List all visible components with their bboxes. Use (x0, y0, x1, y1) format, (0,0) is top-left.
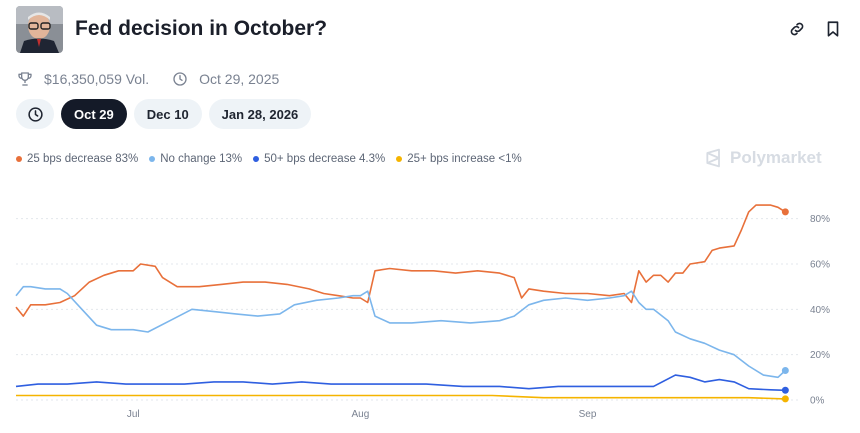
chart-series (15, 204, 789, 403)
legend-dot (396, 156, 403, 162)
date-tab-jan-28[interactable]: Jan 28, 2026 (208, 99, 312, 129)
bookmark-icon[interactable] (822, 18, 844, 40)
legend-label: No change 13% (160, 153, 243, 165)
link-icon[interactable] (786, 18, 808, 40)
legend-label: 50+ bps decrease 4.3% (264, 153, 386, 165)
date-tab-dec-10[interactable]: Dec 10 (133, 99, 202, 129)
legend-dot (253, 156, 260, 162)
y-tick-label: 60% (810, 260, 830, 271)
legend-item-50-bps-decrease: 50+ bps decrease 4.3% (253, 153, 385, 165)
series-line-50-bps-decrease (15, 374, 786, 392)
y-tick-label: 80% (810, 214, 830, 225)
y-tick-label: 0% (810, 396, 825, 407)
series-line-25-bps-decrease (15, 204, 786, 317)
legend-item-25-bps-increase: 25+ bps increase <1% (396, 153, 522, 165)
series-line-25-bps-increase (16, 394, 786, 400)
chart-axes: 0% 20% 40% 60% 80% Jul Aug Sep (127, 214, 830, 420)
end-date-text: Oct 29, 2025 (199, 71, 280, 87)
brand-name: Polymarket (730, 148, 822, 167)
series-end-point-25-bps-increase (781, 395, 789, 403)
history-icon (27, 106, 43, 122)
legend-label: 25+ bps increase <1% (407, 153, 522, 165)
market-header: Fed decision in October? (16, 4, 844, 54)
chart-legend: 25 bps decrease 83% No change 13% 50+ bp… (16, 153, 522, 165)
market-avatar (16, 5, 63, 53)
legend-dot (149, 156, 156, 162)
legend-item-no-change: No change 13% (149, 153, 242, 165)
market-title: Fed decision in October? (75, 17, 328, 40)
series-end-point-50-bps-decrease (781, 386, 789, 394)
x-tick-label: Sep (579, 409, 597, 420)
legend-item-25-bps-decrease: 25 bps decrease 83% (16, 153, 138, 165)
date-tab-oct-29[interactable]: Oct 29 (61, 99, 127, 129)
header-actions (786, 18, 844, 40)
trophy-icon (16, 70, 34, 88)
x-tick-label: Aug (351, 409, 369, 420)
history-button[interactable] (16, 99, 54, 129)
y-tick-label: 40% (810, 305, 830, 316)
series-end-point-25-bps-decrease (781, 208, 789, 216)
market-meta: $16,350,059 Vol. Oct 29, 2025 (16, 70, 279, 88)
polymarket-watermark: Polymarket (704, 148, 822, 168)
legend-dot (16, 156, 22, 162)
y-tick-label: 20% (810, 350, 830, 361)
series-line-no-change (15, 285, 786, 379)
legend-label: 25 bps decrease 83% (27, 153, 139, 165)
date-tabs: Oct 29 Dec 10 Jan 28, 2026 (16, 99, 312, 129)
probability-chart: 0% 20% 40% 60% 80% Jul Aug Sep (15, 204, 830, 420)
volume-text: $16,350,059 Vol. (44, 71, 150, 87)
series-end-point-no-change (781, 367, 789, 375)
clock-icon (171, 70, 189, 88)
chart-grid (16, 218, 800, 401)
x-tick-label: Jul (127, 409, 140, 420)
polymarket-logo-icon (704, 148, 724, 168)
